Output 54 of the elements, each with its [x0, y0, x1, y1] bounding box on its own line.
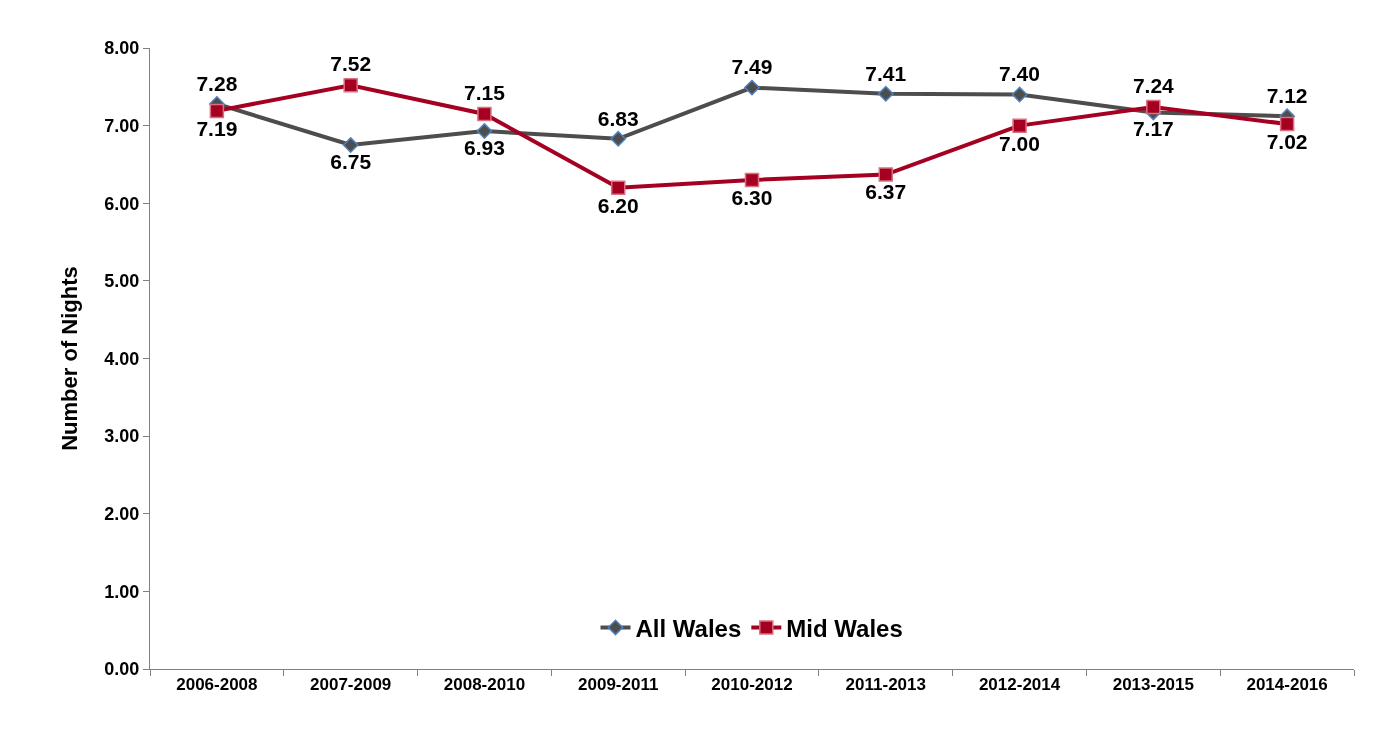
data-label: 6.83: [597, 106, 639, 130]
point: [1146, 99, 1161, 115]
point: [1012, 118, 1027, 133]
y-tick-label: 8.00: [104, 38, 140, 59]
point: [476, 123, 493, 139]
legend-label: Mid Wales: [786, 614, 903, 642]
legend-label: All Wales: [635, 614, 742, 642]
data-label: 7.19: [196, 116, 238, 140]
data-label: 6.37: [865, 180, 907, 204]
x-tick-label: 2011-2013: [845, 675, 926, 695]
point: [342, 137, 359, 153]
point: [610, 130, 627, 147]
data-label: 6.20: [597, 193, 639, 217]
point: [1011, 86, 1028, 103]
y-tick-label: 3.00: [104, 426, 140, 447]
x-tick-label: 2008-2010: [443, 675, 526, 695]
data-label: 7.49: [731, 55, 773, 79]
data-label: 7.41: [865, 61, 907, 85]
point: [877, 85, 894, 102]
y-tick-label: 0.00: [104, 659, 140, 680]
y-tick-label: 1.00: [104, 581, 140, 602]
x-tick-label: 2007-2009: [310, 675, 392, 695]
data-label: 7.52: [330, 51, 372, 75]
y-tick-label: 7.00: [104, 115, 140, 136]
y-tick-label: 2.00: [104, 504, 140, 525]
x-tick-label: 2006-2008: [176, 675, 258, 695]
x-tick-label: 2010-2012: [711, 675, 793, 695]
point: [477, 106, 492, 122]
point: [878, 167, 894, 182]
x-tick-label: 2009-2011: [578, 675, 659, 695]
data-label: 6.93: [464, 135, 505, 159]
point: [744, 79, 760, 96]
point: [610, 180, 626, 195]
data-label: 6.30: [731, 185, 773, 209]
data-label: 7.40: [999, 62, 1040, 86]
data-label: 7.00: [999, 131, 1040, 155]
point: [1279, 116, 1295, 132]
data-label: 7.15: [464, 80, 506, 104]
y-tick-label: 4.00: [104, 348, 140, 369]
point: [209, 103, 225, 119]
point: [744, 172, 760, 188]
y-tick-label: 5.00: [104, 271, 140, 292]
y-tick-label: 6.00: [104, 193, 140, 214]
x-tick-label: 2012-2014: [978, 675, 1061, 695]
data-label: 7.12: [1266, 84, 1308, 108]
data-label: 7.24: [1132, 73, 1175, 97]
y-axis-title: Number of Nights: [57, 266, 83, 451]
data-label: 7.17: [1132, 117, 1174, 141]
data-label: 6.75: [330, 149, 372, 173]
data-label: 7.28: [196, 71, 238, 95]
x-tick-label: 2013-2015: [1112, 675, 1194, 695]
x-tick-label: 2014-2016: [1246, 675, 1328, 695]
data-label: 7.02: [1266, 129, 1308, 153]
point: [343, 78, 358, 93]
